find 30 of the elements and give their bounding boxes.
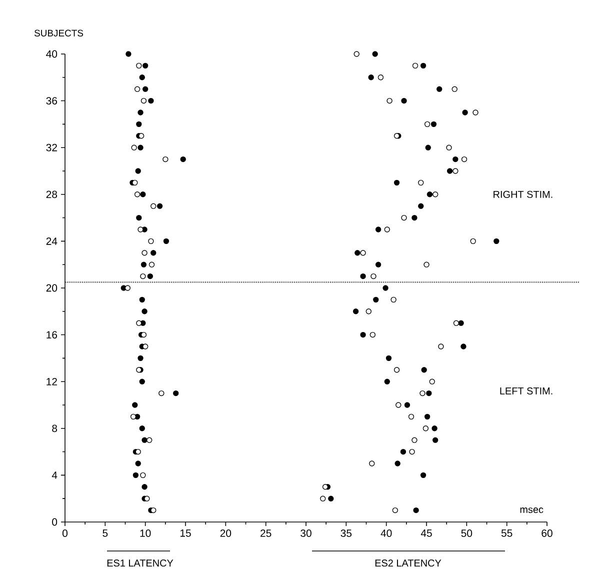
x-tick-label: 35 — [340, 530, 352, 537]
x-tick-label: 20 — [220, 530, 232, 537]
annotation: msec — [520, 508, 544, 514]
y-tick-label: 0 — [52, 518, 58, 526]
x-tick-label: 25 — [260, 530, 272, 537]
x-tick-label: 40 — [380, 530, 392, 537]
y-tick-label: 40 — [46, 50, 58, 58]
x-tick-label: 45 — [420, 530, 432, 537]
x-tick-label: 30 — [300, 530, 312, 537]
x-tick-label: 10 — [140, 530, 151, 537]
x-tick-label: 15 — [180, 530, 191, 537]
y-tick-label: 32 — [46, 144, 57, 152]
y-axis-title: SUBJECTS — [34, 30, 84, 36]
x-tick-label: 55 — [501, 530, 512, 537]
x-tick-label: 50 — [461, 530, 472, 537]
text: ES2 LATENCY — [375, 560, 442, 567]
y-tick-label: 28 — [46, 190, 58, 198]
annotation: LEFT STIM. — [500, 387, 552, 394]
y-tick-label: 36 — [46, 97, 58, 104]
y-tick-label: 24 — [46, 238, 58, 245]
y-tick-label: 8 — [52, 424, 58, 432]
y-tick-label: 20 — [46, 284, 58, 292]
x-tick-label: 60 — [542, 530, 552, 537]
x-tick-label: 0 — [62, 530, 68, 537]
y-tick-label: 16 — [46, 331, 58, 338]
y-tick-label: 12 — [46, 378, 57, 386]
text: ES1 LATENCY — [107, 560, 174, 567]
y-tick-label: 4 — [52, 472, 58, 479]
annotation: RIGHT STIM. — [494, 190, 552, 198]
x-tick-label: 5 — [102, 530, 108, 537]
